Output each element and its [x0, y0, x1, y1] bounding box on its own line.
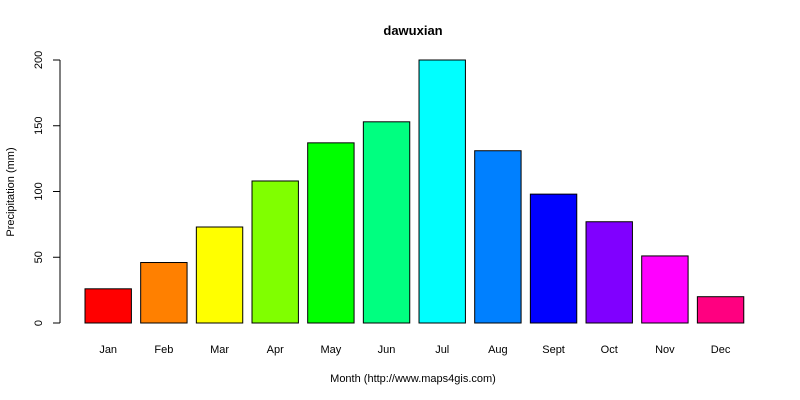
x-tick-label-may: May — [320, 344, 341, 356]
bars-group — [84, 59, 745, 324]
chart-title: dawuxian — [383, 23, 442, 38]
bar-feb — [140, 262, 188, 324]
y-axis: 0 50 100 150 200 — [33, 51, 61, 326]
bar-dec — [696, 296, 745, 324]
y-tick-label: 50 — [33, 251, 45, 263]
x-tick-labels: Jan Feb Mar Apr May Jun Jul Aug Sept Oct Nov Dec — [99, 344, 731, 356]
x-tick-label-mar: Mar — [210, 344, 229, 356]
bar-jan — [84, 288, 132, 324]
x-axis-label: Month (http://www.maps4gis.com) — [330, 373, 496, 385]
x-tick-label-jul: Jul — [435, 344, 449, 356]
bar-sept — [529, 193, 578, 324]
bar-oct — [585, 221, 633, 324]
x-tick-label-apr: Apr — [267, 344, 284, 356]
y-tick-label: 150 — [33, 117, 45, 135]
bar-aug — [474, 150, 522, 324]
x-tick-label-jan: Jan — [99, 344, 117, 356]
x-tick-label-sept: Sept — [542, 344, 565, 356]
x-tick-label-nov: Nov — [655, 344, 675, 356]
bar-nov — [641, 255, 689, 324]
x-tick-label-aug: Aug — [488, 344, 508, 356]
x-tick-label-jun: Jun — [378, 344, 396, 356]
y-axis-label: Precipitation (mm) — [5, 147, 17, 236]
bar-mar — [195, 226, 244, 324]
y-tick-label: 0 — [33, 320, 45, 326]
bar-apr — [251, 180, 299, 324]
x-tick-label-feb: Feb — [154, 344, 173, 356]
bar-jul — [418, 59, 466, 324]
x-tick-label-dec: Dec — [711, 344, 731, 356]
y-tick-label: 200 — [33, 51, 45, 69]
x-tick-label-oct: Oct — [601, 344, 618, 356]
y-tick-label: 100 — [33, 182, 45, 200]
bar-may — [307, 142, 355, 324]
bar-jun — [362, 121, 411, 324]
